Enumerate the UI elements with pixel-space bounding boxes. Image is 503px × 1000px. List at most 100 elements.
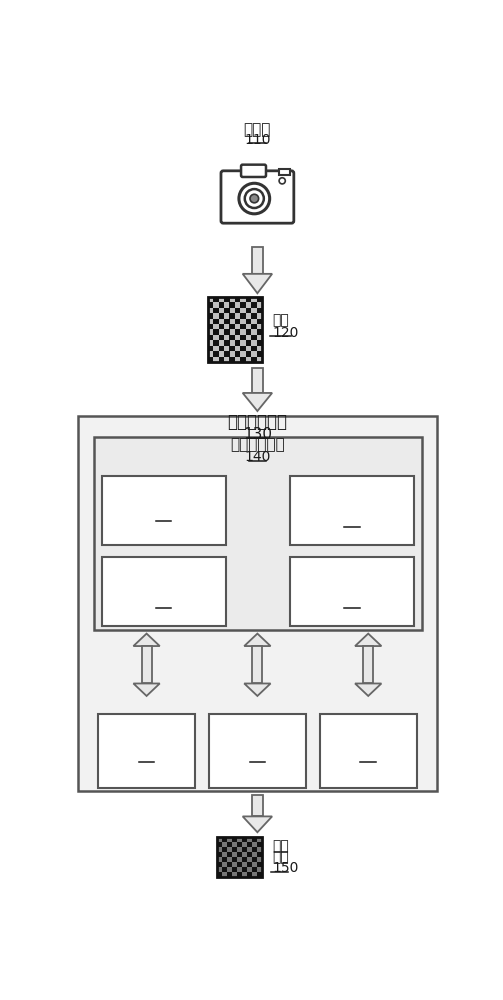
Text: 150: 150 xyxy=(272,861,298,875)
Bar xyxy=(237,852,242,857)
Bar xyxy=(232,857,237,862)
Text: 优化: 优化 xyxy=(272,839,289,853)
Polygon shape xyxy=(242,816,272,832)
Bar xyxy=(141,646,151,683)
Bar xyxy=(235,308,240,313)
Bar xyxy=(217,837,262,877)
Text: 局部色调: 局部色调 xyxy=(335,570,369,584)
Text: 133: 133 xyxy=(244,750,271,764)
Text: CPU: CPU xyxy=(131,736,162,751)
Bar xyxy=(246,351,251,357)
Text: 147: 147 xyxy=(339,597,365,611)
Bar xyxy=(240,324,246,329)
Bar xyxy=(208,346,213,351)
Bar xyxy=(246,340,251,346)
Circle shape xyxy=(279,178,285,184)
Text: 内存: 内存 xyxy=(359,736,377,751)
Bar xyxy=(224,340,229,346)
Bar xyxy=(246,329,251,335)
Bar xyxy=(213,340,219,346)
Bar xyxy=(240,313,246,319)
Bar xyxy=(229,324,235,329)
Bar xyxy=(217,852,222,857)
Bar xyxy=(222,857,227,862)
Bar xyxy=(240,357,246,362)
Bar xyxy=(246,308,251,313)
Bar xyxy=(213,319,219,324)
Bar xyxy=(224,329,229,335)
Bar xyxy=(242,857,247,862)
Bar xyxy=(237,872,242,877)
Bar xyxy=(246,319,251,324)
Bar xyxy=(257,842,262,847)
Polygon shape xyxy=(242,393,272,411)
Bar xyxy=(247,872,252,877)
Polygon shape xyxy=(244,683,271,696)
Bar xyxy=(247,852,252,857)
Bar xyxy=(208,302,213,308)
Bar xyxy=(252,867,257,872)
Bar xyxy=(253,646,263,683)
Bar xyxy=(102,476,226,545)
Bar xyxy=(222,847,227,852)
Polygon shape xyxy=(244,634,271,646)
Bar xyxy=(219,302,224,308)
Bar xyxy=(217,842,222,847)
Bar xyxy=(219,357,224,362)
Bar xyxy=(252,847,257,852)
Bar xyxy=(98,714,195,788)
Bar xyxy=(229,335,235,340)
Bar xyxy=(222,837,227,842)
Bar xyxy=(209,714,306,788)
Bar xyxy=(229,302,235,308)
Bar xyxy=(235,329,240,335)
Bar xyxy=(208,357,213,362)
Bar xyxy=(246,297,251,302)
Bar xyxy=(208,324,213,329)
Bar xyxy=(290,557,414,626)
Bar xyxy=(240,346,246,351)
Text: 135: 135 xyxy=(355,750,381,764)
Bar xyxy=(235,319,240,324)
Text: 块平均: 块平均 xyxy=(151,570,176,584)
Bar xyxy=(213,308,219,313)
Bar xyxy=(257,297,262,302)
Bar xyxy=(320,714,416,788)
Bar xyxy=(257,852,262,857)
Bar xyxy=(208,313,213,319)
Bar xyxy=(242,867,247,872)
Bar xyxy=(224,319,229,324)
Bar xyxy=(227,842,232,847)
Text: 图像: 图像 xyxy=(272,313,289,327)
Bar xyxy=(235,340,240,346)
Bar xyxy=(251,357,257,362)
Bar xyxy=(251,302,257,308)
Bar xyxy=(257,862,262,867)
Bar xyxy=(235,297,240,302)
Bar xyxy=(217,862,222,867)
Circle shape xyxy=(250,194,259,203)
Bar xyxy=(251,324,257,329)
Bar xyxy=(247,862,252,867)
Text: 131: 131 xyxy=(133,750,160,764)
Text: 图像处理芯片: 图像处理芯片 xyxy=(227,413,287,431)
Text: 摄像头: 摄像头 xyxy=(244,122,271,137)
Bar xyxy=(229,357,235,362)
Bar xyxy=(235,351,240,357)
Bar xyxy=(78,416,437,791)
Circle shape xyxy=(245,189,264,208)
Bar xyxy=(224,308,229,313)
Bar xyxy=(213,329,219,335)
Text: 141: 141 xyxy=(150,510,177,524)
Text: 145: 145 xyxy=(150,597,177,611)
Bar xyxy=(257,340,262,346)
Bar xyxy=(242,847,247,852)
Text: 图像: 图像 xyxy=(272,850,289,864)
Bar xyxy=(219,313,224,319)
Bar xyxy=(229,346,235,351)
Bar xyxy=(224,297,229,302)
Bar xyxy=(102,557,226,626)
Polygon shape xyxy=(242,274,272,293)
Bar xyxy=(219,335,224,340)
Bar xyxy=(363,646,373,683)
